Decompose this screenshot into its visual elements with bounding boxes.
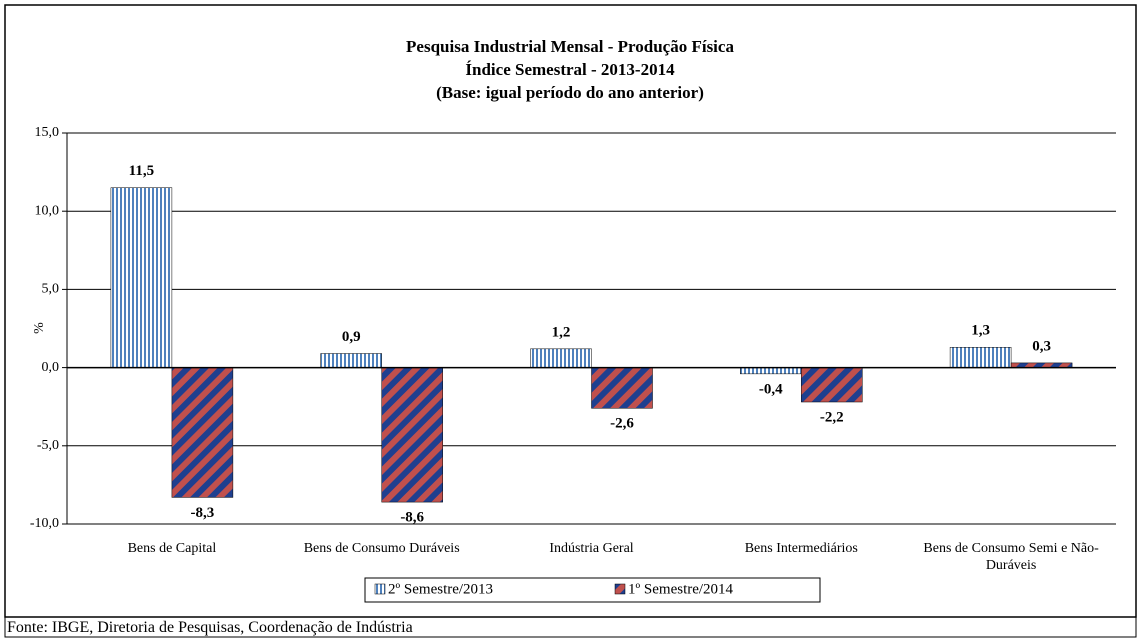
chart-title: Pesquisa Industrial Mensal - Produção Fí… (406, 37, 734, 56)
y-axis-label: % (32, 322, 47, 334)
legend-label: 2º Semestre/2013 (388, 581, 493, 597)
source: Fonte: IBGE, Diretoria de Pesquisas, Coo… (7, 619, 413, 636)
bar (320, 353, 382, 368)
x-tick-label: Bens Intermediários (744, 541, 858, 556)
data-label: -8,6 (400, 510, 424, 526)
x-tick-label: Indústria Geral (549, 541, 634, 556)
data-label: 1,3 (971, 323, 990, 339)
data-label: 0,3 (1032, 338, 1051, 354)
bar (740, 367, 802, 375)
bar (381, 367, 443, 503)
legend-label: 1º Semestre/2014 (628, 581, 734, 597)
bar (591, 367, 653, 409)
y-tick-label: 15,0 (35, 125, 60, 140)
y-tick-label: 10,0 (35, 203, 60, 218)
x-tick-label: Bens de Capital (127, 541, 217, 556)
legend-swatch (374, 583, 386, 595)
data-label: 1,2 (552, 324, 571, 340)
footer-border (4, 616, 1137, 638)
bar (110, 187, 173, 368)
data-label: 11,5 (129, 163, 154, 179)
chart-title: Índice Semestral - 2013-2014 (465, 60, 675, 79)
data-label: -2,6 (610, 416, 634, 432)
x-tick-label: Bens de Consumo Semi e Não-Duráveis (923, 541, 1099, 573)
bar (171, 367, 234, 498)
y-tick-label: 0,0 (42, 360, 60, 375)
chart-title: (Base: igual período do ano anterior) (436, 83, 704, 102)
y-tick-label: -10,0 (30, 516, 59, 531)
y-tick-label: 5,0 (42, 282, 60, 297)
x-tick-label: Bens de Consumo Duráveis (303, 541, 460, 556)
y-tick-label: -5,0 (37, 438, 59, 453)
bar (801, 367, 863, 403)
data-label: -8,3 (191, 505, 215, 521)
data-label: -2,2 (820, 409, 844, 425)
legend-box (364, 577, 821, 603)
bar (949, 347, 1012, 368)
bar (530, 348, 592, 368)
data-label: 0,9 (342, 329, 361, 345)
legend-swatch (614, 583, 626, 595)
data-label: -0,4 (759, 381, 783, 397)
